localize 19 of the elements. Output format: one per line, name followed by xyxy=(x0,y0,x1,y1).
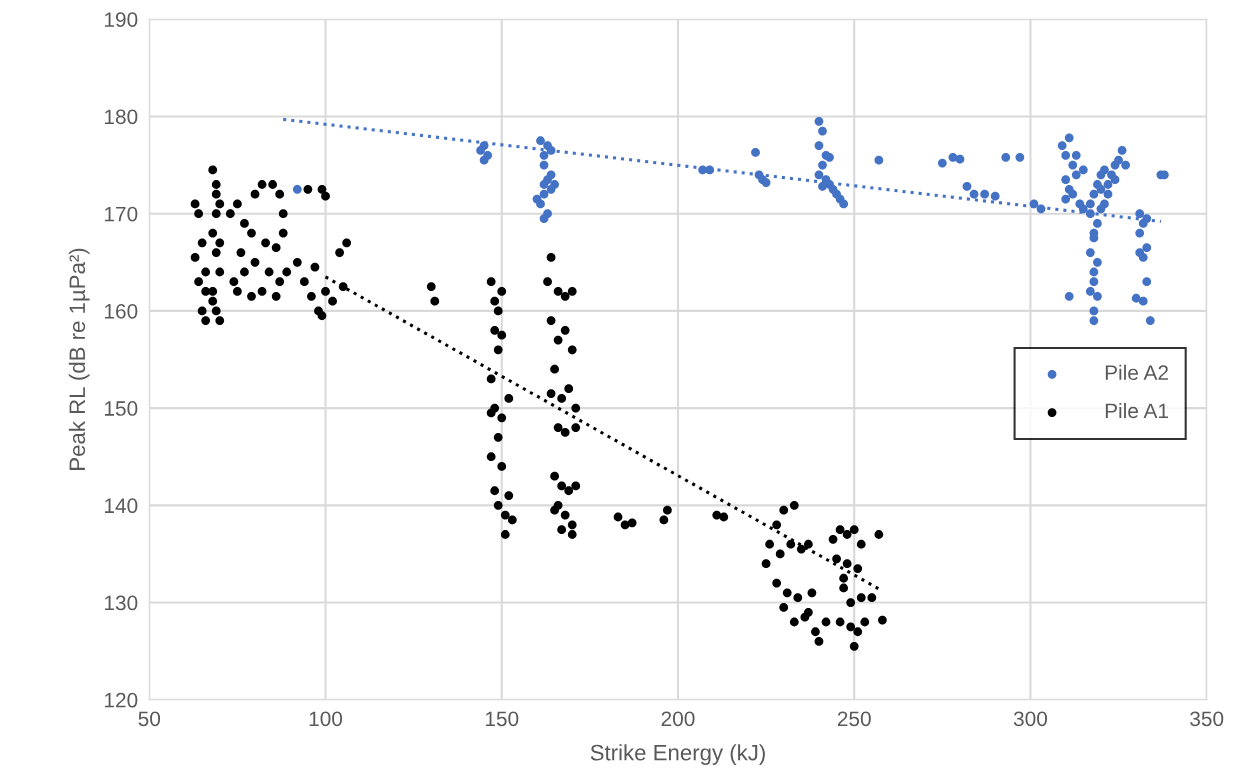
y-tick-label: 140 xyxy=(105,498,138,514)
x-tick-label: 100 xyxy=(309,711,343,727)
x-tick-label: 150 xyxy=(485,711,519,727)
y-tick-label: 190 xyxy=(105,12,138,27)
x-tick-label: 200 xyxy=(661,711,695,727)
y-tick-label: 150 xyxy=(105,401,138,416)
legend-label: Pile A1 xyxy=(1105,402,1169,419)
y-tick-label: 170 xyxy=(105,206,138,222)
x-axis-title: Strike Energy (kJ) xyxy=(590,744,765,765)
x-tick-label: 250 xyxy=(837,711,871,727)
x-tick-label: 300 xyxy=(1013,711,1048,727)
legend-label: Pile A2 xyxy=(1105,364,1168,381)
x-tick-label: 350 xyxy=(1190,711,1224,727)
y-axis-title: Peak RL (dB re 1µPa²) xyxy=(68,248,90,470)
x-tick-label: 50 xyxy=(138,711,161,727)
y-tick-label: 120 xyxy=(105,692,138,708)
y-tick-label: 180 xyxy=(105,109,138,125)
y-tick-label: 130 xyxy=(105,595,138,611)
y-tick-label: 160 xyxy=(105,303,138,319)
